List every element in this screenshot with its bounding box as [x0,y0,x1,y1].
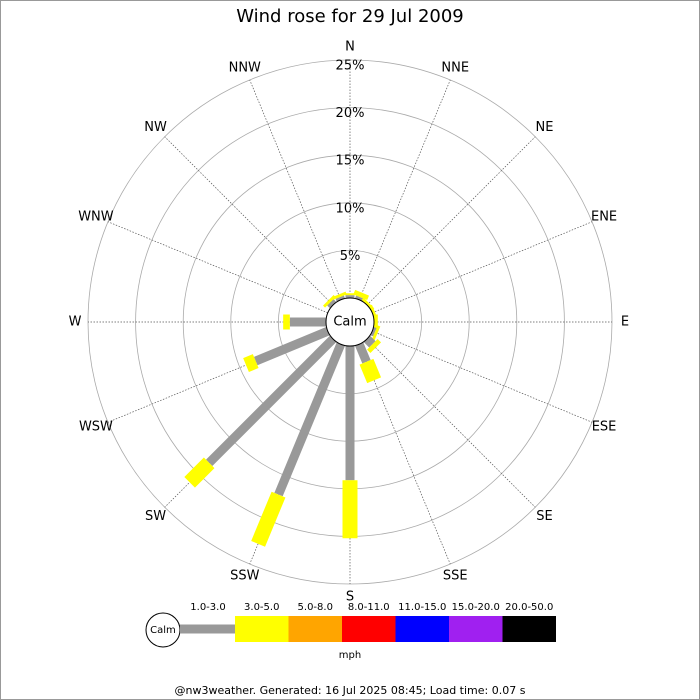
wind-segment [353,289,370,301]
footer: @nw3weather. Generated: 16 Jul 2025 08:4… [175,684,526,697]
chart-title: Wind rose for 29 Jul 2009 [236,6,464,27]
direction-label: NNW [229,60,261,75]
spoke [164,136,334,306]
spoke [107,221,328,314]
legend-swatch [502,616,556,642]
direction-label: N [345,40,355,55]
wind-segment [327,299,337,309]
spoke [358,344,451,565]
spoke [372,330,593,423]
legend-swatch [342,616,396,642]
wind-segment [363,335,376,348]
legend-label: 1.0-3.0 [190,602,225,613]
spoke [366,338,536,508]
wind-segment [371,325,381,341]
direction-label: WNW [78,209,114,224]
legend-calm-label: Calm [150,625,176,636]
r-tick-label: 10% [336,201,365,216]
wind-segment [323,295,336,308]
wind-segment [184,457,215,488]
direction-label: W [69,315,82,330]
r-tick-label: 15% [336,154,365,169]
direction-label: SE [536,509,552,524]
direction-label: ENE [591,209,617,224]
direction-label: ESE [592,420,617,435]
legend-label: 8.0-11.0 [348,602,390,613]
legend-swatch [395,616,449,642]
legend-swatch [288,616,342,642]
legend-swatch [235,616,289,642]
spoke [358,79,451,300]
direction-label: S [346,590,354,605]
wind-segment [274,342,345,497]
legend-label: 3.0-5.0 [244,602,279,613]
legend-label: 5.0-8.0 [298,602,333,613]
calm-label: Calm [333,315,366,330]
wind-segment [359,358,382,384]
direction-label: NW [144,120,167,135]
r-tick-label: 5% [340,249,361,264]
direction-label: SSE [443,569,468,584]
direction-label: SW [145,509,166,524]
direction-label: WSW [79,420,113,435]
wind-segment [253,327,330,366]
spoke [366,136,536,306]
direction-label: NE [535,120,553,135]
legend-title: mph [339,650,361,661]
wind-segment [367,339,382,354]
spoke [372,221,593,314]
wind-segment [355,342,371,364]
legend-label: 11.0-15.0 [398,602,446,613]
calm-circle [325,297,375,347]
wind-segment [251,491,286,547]
direction-label: E [621,315,629,330]
direction-label: NNE [441,60,469,75]
wind-segment [243,354,259,372]
spoke [249,79,342,300]
legend-swatch [449,616,503,642]
direction-label: SSW [230,569,260,584]
wind-segment [205,335,337,467]
legend-label: 20.0-50.0 [505,602,553,613]
wind-segment [331,291,347,301]
legend-label: 15.0-20.0 [452,602,500,613]
